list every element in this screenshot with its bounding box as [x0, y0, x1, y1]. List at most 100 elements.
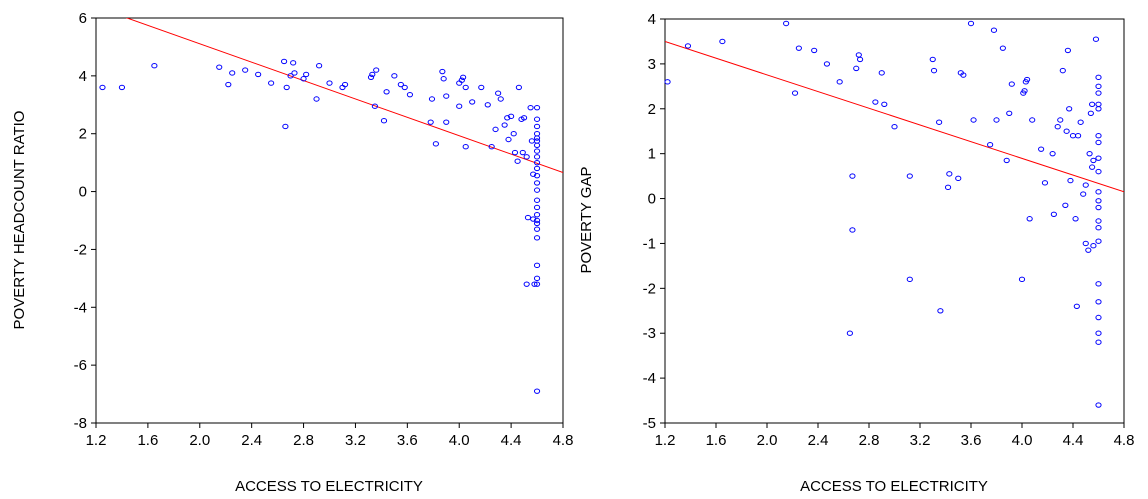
scatter-point [1006, 110, 1013, 116]
scatter-point [930, 67, 938, 74]
scatter-point [478, 84, 485, 91]
scatter-point [719, 38, 726, 45]
scatter-point [456, 103, 463, 109]
y-axis-label: POVERTY GAP [578, 167, 595, 274]
x-tick-label: 4.8 [553, 432, 574, 449]
x-tick-label: 4.4 [1063, 432, 1084, 449]
scatter-point [519, 149, 526, 156]
y-tick-label: 6 [79, 10, 87, 27]
x-tick-label: 3.2 [910, 432, 931, 449]
scatter-point [1062, 202, 1069, 208]
scatter-point [1059, 67, 1066, 74]
scatter-point [791, 90, 799, 96]
scatter-point [255, 71, 262, 78]
y-tick-label: 2 [648, 101, 656, 118]
scatter-point [1089, 101, 1096, 107]
y-tick-label: -4 [643, 370, 656, 387]
y-tick-label: -1 [643, 235, 656, 252]
scatter-point [1090, 242, 1097, 249]
scatter-point [326, 80, 333, 86]
scatter-point [443, 119, 450, 125]
x-tick-label: 4.8 [1114, 432, 1135, 449]
scatter-point [1026, 216, 1033, 222]
scatter-point [929, 56, 936, 63]
scatter-point [533, 123, 541, 130]
scatter-point [283, 84, 290, 91]
y-tick-label: 0 [648, 191, 656, 208]
scatter-point [1050, 211, 1057, 217]
scatter-point [1008, 81, 1015, 87]
scatter-point [533, 220, 541, 227]
scatter-point [533, 275, 541, 282]
scatter-point [439, 68, 446, 75]
scatter-point [533, 217, 541, 224]
scatter-point [1095, 198, 1102, 204]
scatter-point [906, 276, 913, 283]
x-tick-label: 1.6 [706, 432, 727, 449]
scatter-point [229, 70, 236, 76]
scatter-point [533, 262, 541, 269]
scatter-point [397, 81, 404, 88]
scatter-point [533, 142, 541, 148]
scatter-point [891, 124, 898, 130]
scatter-point [1018, 276, 1026, 283]
x-axis-label: ACCESS TO ELECTRICITY [235, 478, 423, 495]
plot-frame [664, 18, 1125, 424]
scatter-point [533, 116, 541, 122]
y-tick-label: 2 [79, 126, 87, 143]
y-tick-label: 3 [648, 56, 656, 73]
scatter-point [282, 123, 289, 130]
scatter-point [1077, 119, 1084, 125]
scatter-point [946, 171, 953, 177]
scatter-point [990, 27, 998, 33]
scatter-point [495, 90, 502, 96]
scatter-point [268, 80, 275, 86]
scatter-point [664, 79, 671, 85]
scatter-point [955, 175, 962, 182]
scatter-point [511, 149, 519, 156]
scatter-point [906, 173, 913, 179]
scatter-point [533, 226, 541, 232]
scatter-point [497, 96, 504, 102]
scatter-point [99, 84, 106, 91]
y-tick-label: -5 [643, 415, 656, 432]
scatter-point [242, 67, 249, 73]
scatter-point [849, 227, 856, 233]
scatter-point [846, 330, 853, 336]
y-tick-label: -3 [643, 325, 656, 342]
scatter-point [937, 308, 944, 314]
scatter-point [1092, 36, 1100, 42]
scatter-point [1095, 168, 1102, 175]
scatter-point [533, 159, 541, 166]
scatter-point [533, 165, 541, 172]
scatter-point [849, 173, 856, 179]
scatter-point [515, 84, 522, 91]
scatter-point [811, 47, 818, 54]
y-axis-label: POVERTY HEADCOUNT RATIO [11, 111, 28, 330]
scatter-point [316, 63, 323, 69]
scatter-point [533, 131, 541, 137]
headcount-ratio-scatter-panel: 1.2 1.6 2.0 2.4 2.8 3.2 3.6 4.0 4.4 4.8 -8 -6 -4 -2 0 2… [11, 10, 574, 495]
scatter-point [1086, 150, 1093, 157]
scatter-point [406, 91, 414, 98]
y-tick-label: -2 [74, 241, 87, 258]
x-tick-label: 3.2 [345, 432, 366, 449]
scatter-point [936, 119, 943, 125]
scatter-point [999, 45, 1006, 51]
scatter-point [855, 52, 862, 58]
scatter-point [1085, 247, 1092, 253]
scatter-point [371, 103, 379, 109]
scatter-point [1003, 157, 1010, 164]
scatter-point [1069, 133, 1077, 139]
scatter-point [1095, 189, 1102, 195]
scatter-point [313, 96, 320, 102]
scatter-point [458, 77, 465, 83]
scatter-point [462, 144, 469, 150]
plot-frame [95, 17, 564, 424]
x-tick-label: 2.4 [241, 432, 262, 449]
scatter-point [440, 76, 447, 82]
scatter-point [960, 72, 967, 78]
scatter-point [1021, 88, 1028, 94]
scatter-point [380, 117, 388, 124]
scatter-point [881, 101, 888, 107]
